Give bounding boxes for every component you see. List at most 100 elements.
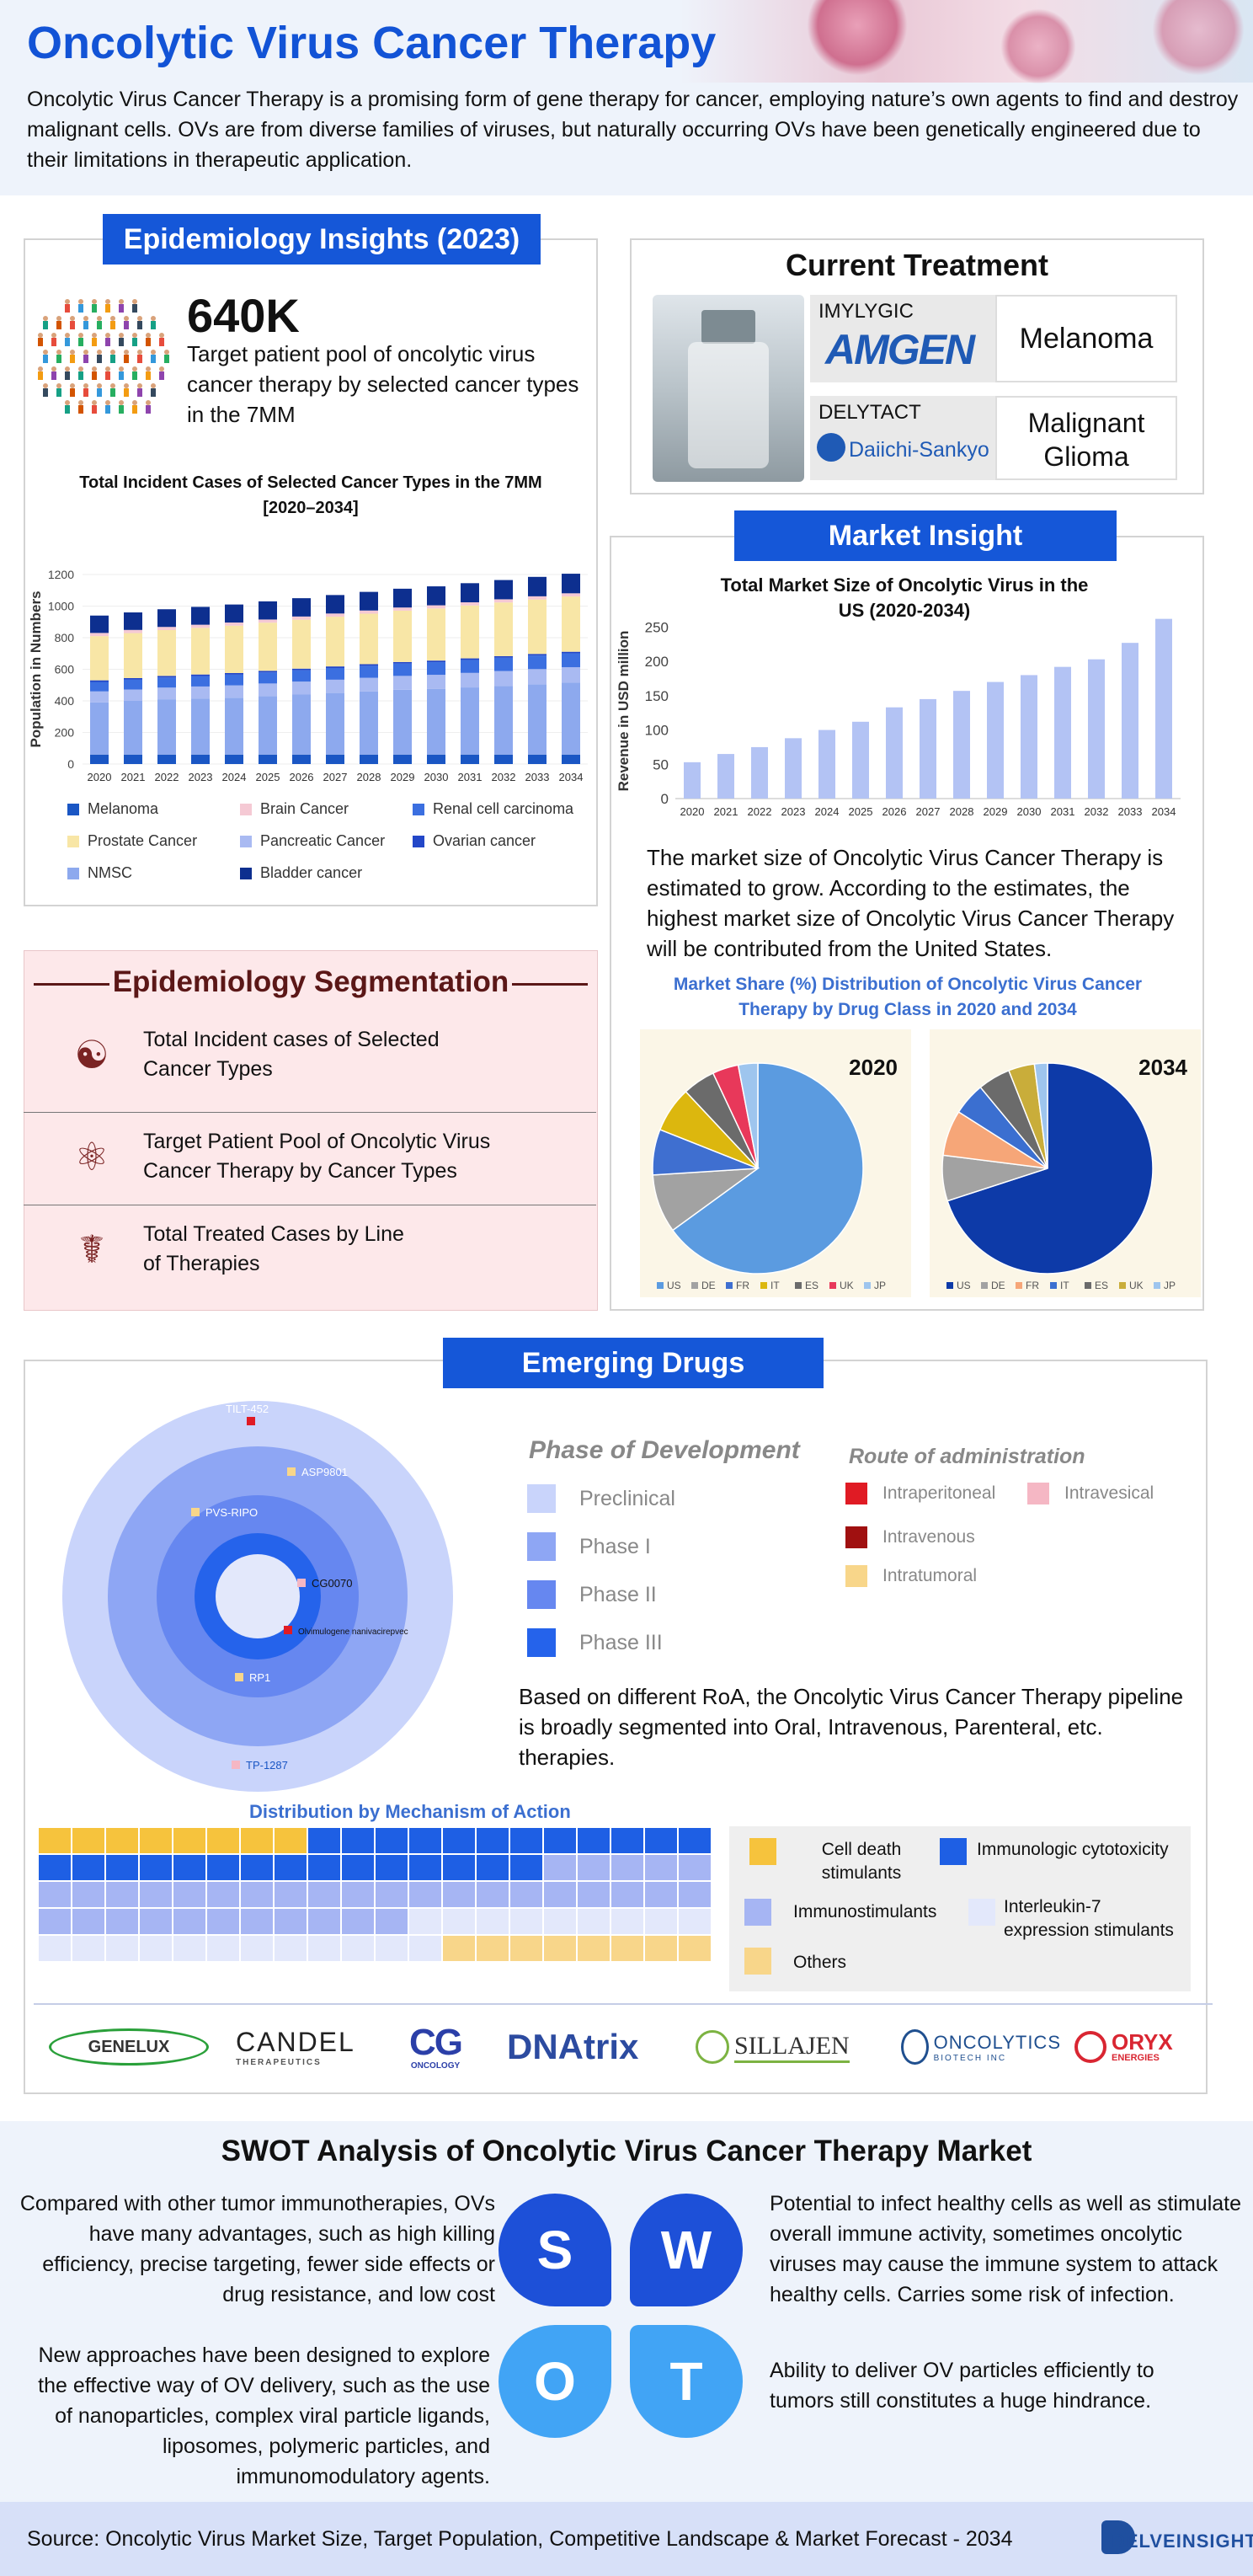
x-tick-label: 2033 bbox=[525, 771, 550, 783]
moa-cell bbox=[443, 1936, 475, 1961]
bar-segment bbox=[191, 698, 210, 755]
phase-legend: Preclinical Phase I Phase II Phase III bbox=[527, 1476, 822, 1670]
current-treatment-title: Current Treatment bbox=[785, 248, 1049, 282]
bar-segment bbox=[225, 754, 243, 764]
x-tick-label: 2028 bbox=[357, 771, 381, 783]
bar-segment bbox=[157, 676, 176, 678]
y-tick-label: 200 bbox=[55, 726, 75, 740]
moa-cell bbox=[611, 1936, 643, 1961]
moa-cell bbox=[578, 1855, 610, 1880]
moa-cell bbox=[544, 1909, 576, 1934]
legend-swatch bbox=[726, 1282, 733, 1289]
bar-segment bbox=[326, 617, 344, 667]
moa-cell bbox=[106, 1882, 138, 1907]
big-number: 640K bbox=[187, 289, 300, 342]
market-bar bbox=[717, 754, 734, 799]
legend-label: Prostate Cancer bbox=[88, 832, 198, 849]
network-people-icon: ⚛ bbox=[74, 1134, 109, 1178]
person-icon bbox=[56, 316, 61, 321]
person-icon bbox=[119, 299, 124, 304]
person-icon bbox=[151, 355, 156, 363]
person-icon bbox=[51, 338, 56, 346]
market-bar bbox=[1088, 659, 1105, 799]
page-title: Oncolytic Virus Cancer Therapy bbox=[27, 18, 717, 68]
seg-item-treated: ☤ Total Treated Cases by Line of Therapie… bbox=[24, 1205, 596, 1292]
moa-cell bbox=[645, 1855, 677, 1880]
bar-segment bbox=[90, 636, 109, 681]
market-bar bbox=[953, 691, 970, 799]
legend-swatch bbox=[67, 835, 79, 847]
seg-item-text: Total Incident cases of Selected Cancer T… bbox=[143, 1025, 440, 1084]
person-icon bbox=[65, 371, 70, 380]
moa-cell bbox=[173, 1882, 205, 1907]
bar-segment bbox=[461, 602, 479, 606]
person-icon bbox=[132, 299, 137, 304]
swot-title: SWOT Analysis of Oncolytic Virus Cancer … bbox=[221, 2135, 1032, 2167]
person-icon bbox=[65, 304, 70, 313]
person-icon bbox=[43, 355, 48, 363]
intro-text: Oncolytic Virus Cancer Therapy is a prom… bbox=[27, 88, 1239, 172]
x-tick-label: 2029 bbox=[391, 771, 415, 783]
footer bbox=[0, 2502, 1253, 2576]
moa-cell bbox=[477, 1936, 509, 1961]
bar-segment bbox=[124, 629, 142, 633]
person-icon bbox=[119, 304, 124, 313]
person-icon bbox=[124, 321, 129, 329]
moa-cell bbox=[645, 1828, 677, 1853]
legend-label: ES bbox=[805, 1280, 818, 1291]
bar-segment bbox=[528, 599, 547, 655]
bar-segment bbox=[259, 601, 277, 620]
phase-legend-item: Phase I bbox=[527, 1532, 651, 1561]
person-icon bbox=[97, 383, 102, 388]
emerging-paragraph: Based on different RoA, the Oncolytic Vi… bbox=[519, 1684, 1184, 1770]
bar-segment bbox=[494, 602, 513, 656]
moa-cell bbox=[140, 1936, 172, 1961]
bar-segment bbox=[393, 663, 412, 676]
moa-cell bbox=[342, 1909, 374, 1934]
bar-segment bbox=[259, 672, 277, 684]
x-tick-label: 2021 bbox=[121, 771, 146, 783]
legend-label: UK bbox=[1129, 1280, 1144, 1291]
bar-segment bbox=[90, 702, 109, 755]
legend-label: US bbox=[957, 1280, 971, 1291]
phase-legend-item: Phase III bbox=[527, 1628, 663, 1657]
footer-source: Source: Oncolytic Virus Market Size, Tar… bbox=[27, 2527, 1013, 2551]
bar-segment bbox=[427, 608, 445, 661]
moa-legend: Cell death stimulants Immunologic cytoto… bbox=[729, 1826, 1191, 1991]
person-icon bbox=[43, 321, 48, 329]
market-bar bbox=[1122, 643, 1138, 799]
moa-cell bbox=[679, 1855, 711, 1880]
bar-segment bbox=[427, 688, 445, 755]
person-icon bbox=[38, 366, 43, 371]
bar-segment bbox=[461, 672, 479, 688]
drug-marker bbox=[235, 1673, 243, 1681]
legend-swatch bbox=[67, 867, 79, 879]
bar-segment bbox=[90, 681, 109, 692]
delytact-label: DELYTACT bbox=[818, 401, 921, 424]
pie-chart-2020: 2020 US DE FR IT ES UK JP bbox=[640, 1029, 911, 1297]
y-tick-label: 150 bbox=[645, 688, 669, 704]
x-tick-label: 2028 bbox=[950, 805, 974, 818]
bar-segment bbox=[292, 668, 311, 671]
x-tick-label: 2025 bbox=[849, 805, 873, 818]
bar-segment bbox=[326, 692, 344, 755]
bar-segment bbox=[191, 754, 210, 764]
oryx-text: ORYX bbox=[1112, 2029, 1173, 2055]
moa-cell bbox=[275, 1882, 307, 1907]
legend-swatch bbox=[527, 1580, 556, 1609]
bar-segment bbox=[393, 661, 412, 664]
legend-label: Immunologic cytotoxicity bbox=[977, 1840, 1169, 1859]
legend-label: Others bbox=[793, 1953, 847, 1972]
market-bar bbox=[818, 730, 835, 799]
candel-subtext: THERAPEUTICS bbox=[236, 2058, 322, 2067]
bar-segment bbox=[494, 580, 513, 600]
legend-item: Bladder cancer bbox=[240, 864, 362, 882]
person-icon bbox=[70, 388, 75, 397]
legend-label: Intratumoral bbox=[882, 1566, 978, 1585]
logo-divider bbox=[34, 2003, 1213, 2005]
person-icon bbox=[124, 388, 129, 397]
bar-segment bbox=[360, 754, 378, 764]
route-legend-item: Intravenous bbox=[845, 1526, 975, 1548]
person-icon bbox=[43, 388, 48, 397]
person-icon bbox=[132, 405, 137, 414]
